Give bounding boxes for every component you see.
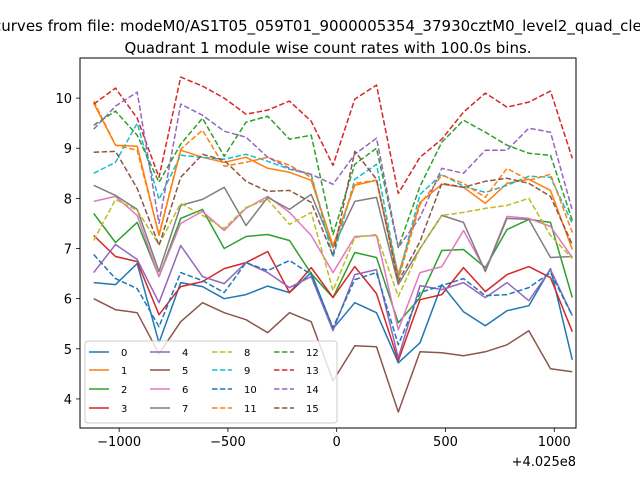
x-tick-label: −1000 (97, 435, 141, 450)
series-line-15 (93, 150, 573, 283)
x-offset-text: +4.025e8 (512, 455, 576, 470)
legend-label-10: 10 (244, 385, 257, 396)
figure-suptitle: Light curves from file: modeM0/AS1T05_05… (0, 17, 640, 36)
series-line-12 (93, 110, 574, 249)
legend-label-14: 14 (306, 385, 319, 396)
y-tick-label: 10 (55, 92, 72, 107)
legend-label-11: 11 (244, 404, 257, 415)
legend-label-8: 8 (244, 348, 250, 359)
x-tick-label: 1000 (538, 435, 571, 450)
series-line-11 (93, 100, 574, 281)
y-tick-label: 4 (64, 393, 72, 408)
series-line-4 (93, 243, 573, 359)
legend-label-3: 3 (121, 404, 127, 415)
x-tick-label: 0 (333, 435, 341, 450)
series-line-3 (93, 234, 573, 362)
y-tick-label: 7 (64, 243, 72, 258)
y-tick-label: 9 (64, 142, 72, 157)
y-axis: 4 5 6 7 8 9 10 (55, 92, 80, 408)
x-tick-label: 500 (433, 435, 458, 450)
legend-label-13: 13 (306, 366, 319, 377)
legend-label-4: 4 (182, 348, 188, 359)
legend-label-2: 2 (121, 385, 127, 396)
x-tick-label: −500 (210, 435, 246, 450)
chart-title: Quadrant 1 module wise count rates with … (124, 39, 531, 57)
series-line-14 (93, 91, 574, 249)
legend-label-7: 7 (182, 404, 188, 415)
plot-frame (79, 57, 577, 429)
series-line-13 (93, 76, 574, 195)
y-tick-label: 8 (64, 192, 72, 207)
legend-label-0: 0 (121, 348, 127, 359)
series-line-8 (93, 197, 573, 298)
y-tick-label: 6 (64, 293, 72, 308)
legend-label-6: 6 (182, 385, 188, 396)
legend-label-15: 15 (306, 404, 319, 415)
legend-label-5: 5 (182, 366, 188, 377)
legend-label-1: 1 (121, 366, 127, 377)
y-tick-label: 5 (64, 343, 72, 358)
x-axis: −1000 −500 0 500 1000 (97, 428, 571, 450)
legend-label-12: 12 (306, 348, 319, 359)
legend-label-9: 9 (244, 366, 250, 377)
legend-frame (84, 340, 338, 424)
series-line-10 (93, 253, 573, 346)
series-layer (93, 76, 574, 413)
